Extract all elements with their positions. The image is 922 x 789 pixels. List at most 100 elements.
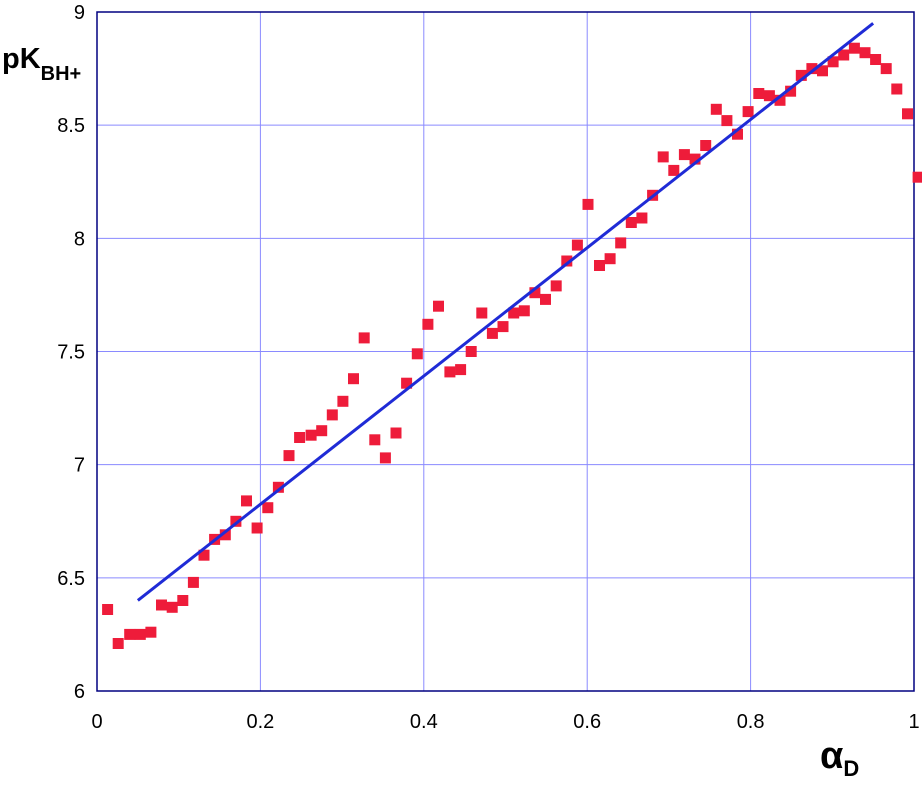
data-point	[742, 106, 754, 118]
data-point	[198, 549, 210, 561]
data-point	[230, 515, 242, 527]
data-point	[422, 318, 434, 330]
data-point	[433, 300, 444, 312]
x-tick-label: 0	[91, 711, 102, 733]
data-point	[859, 47, 871, 59]
y-tick-label: 9	[74, 2, 85, 24]
data-point	[187, 576, 199, 588]
data-point	[358, 332, 370, 344]
x-axis-label: αD	[820, 735, 859, 781]
data-point	[401, 377, 413, 389]
data-point	[251, 522, 263, 534]
data-point	[112, 638, 124, 649]
data-point	[102, 604, 114, 615]
data-point	[411, 348, 423, 360]
data-point	[390, 427, 402, 439]
data-point	[518, 305, 530, 317]
data-point	[732, 128, 743, 140]
data-point	[912, 171, 922, 183]
x-axis-ticks: 0 0.2 0.4 0.6 0.8 1	[91, 711, 919, 733]
plot-frame	[96, 11, 915, 692]
data-point	[817, 65, 828, 77]
data-point	[774, 94, 786, 106]
data-point	[848, 42, 860, 54]
data-point	[219, 529, 231, 541]
data-point	[594, 260, 605, 271]
data-point	[283, 450, 295, 462]
data-point	[657, 151, 669, 163]
y-axis-ticks: 6 6.5 7 7.5 8 8.5 9	[57, 2, 85, 703]
data-point	[241, 495, 252, 507]
data-point	[294, 432, 306, 443]
data-point	[455, 364, 467, 376]
x-tick-label: 1	[908, 711, 919, 733]
data-point	[272, 481, 284, 493]
data-point	[465, 346, 477, 357]
y-axis-label-sub: BH+	[41, 63, 82, 85]
data-point	[880, 63, 892, 75]
data-point	[561, 255, 573, 267]
y-tick-label: 8	[74, 228, 85, 250]
data-point	[444, 366, 456, 378]
data-point	[806, 63, 818, 75]
y-tick-label: 6.5	[57, 568, 85, 590]
data-point	[166, 601, 178, 613]
data-point	[615, 237, 627, 249]
data-point	[582, 198, 594, 210]
data-point	[326, 409, 338, 421]
data-point	[316, 425, 328, 437]
data-point	[571, 239, 583, 251]
data-point	[636, 212, 648, 224]
data-point	[827, 56, 839, 68]
y-tick-label: 6	[74, 681, 85, 703]
data-point	[379, 452, 391, 464]
data-point	[145, 626, 157, 638]
y-tick-label: 7.5	[57, 342, 85, 364]
data-point	[134, 628, 146, 640]
data-point	[369, 434, 381, 446]
data-point	[262, 502, 274, 514]
data-point	[529, 287, 541, 299]
data-point	[902, 108, 913, 120]
data-point	[710, 103, 722, 115]
data-point	[838, 49, 850, 61]
data-point	[700, 140, 712, 151]
data-points	[102, 42, 922, 649]
data-point	[497, 321, 509, 333]
data-point	[156, 599, 167, 611]
y-axis-label-main: pK	[2, 43, 41, 75]
data-point	[678, 149, 690, 161]
fit-line	[136, 22, 875, 602]
x-axis-label-sub: D	[843, 756, 859, 781]
data-point	[305, 429, 317, 441]
x-tick-label: 0.2	[246, 711, 274, 733]
x-tick-label: 0.6	[573, 711, 601, 733]
data-point	[753, 88, 765, 99]
data-point	[795, 69, 807, 81]
data-point	[177, 595, 189, 606]
data-point	[508, 307, 520, 319]
data-point	[124, 628, 136, 640]
data-point	[689, 153, 701, 165]
data-point	[891, 83, 903, 95]
data-point	[540, 293, 551, 305]
y-tick-label: 8.5	[57, 115, 85, 137]
data-point	[668, 164, 680, 176]
data-point	[476, 307, 488, 319]
y-axis-label: pKBH+	[2, 43, 81, 85]
data-point	[870, 54, 882, 65]
data-point	[785, 85, 797, 97]
data-point	[348, 373, 359, 385]
x-axis-label-main: α	[820, 735, 843, 777]
x-tick-label: 0.8	[737, 711, 765, 733]
data-point	[763, 90, 775, 102]
data-point	[625, 217, 637, 228]
x-tick-label: 0.4	[410, 711, 438, 733]
data-point	[721, 115, 733, 127]
y-tick-label: 7	[74, 455, 85, 477]
data-point	[486, 327, 498, 339]
data-point	[604, 253, 616, 265]
data-point	[337, 395, 349, 407]
